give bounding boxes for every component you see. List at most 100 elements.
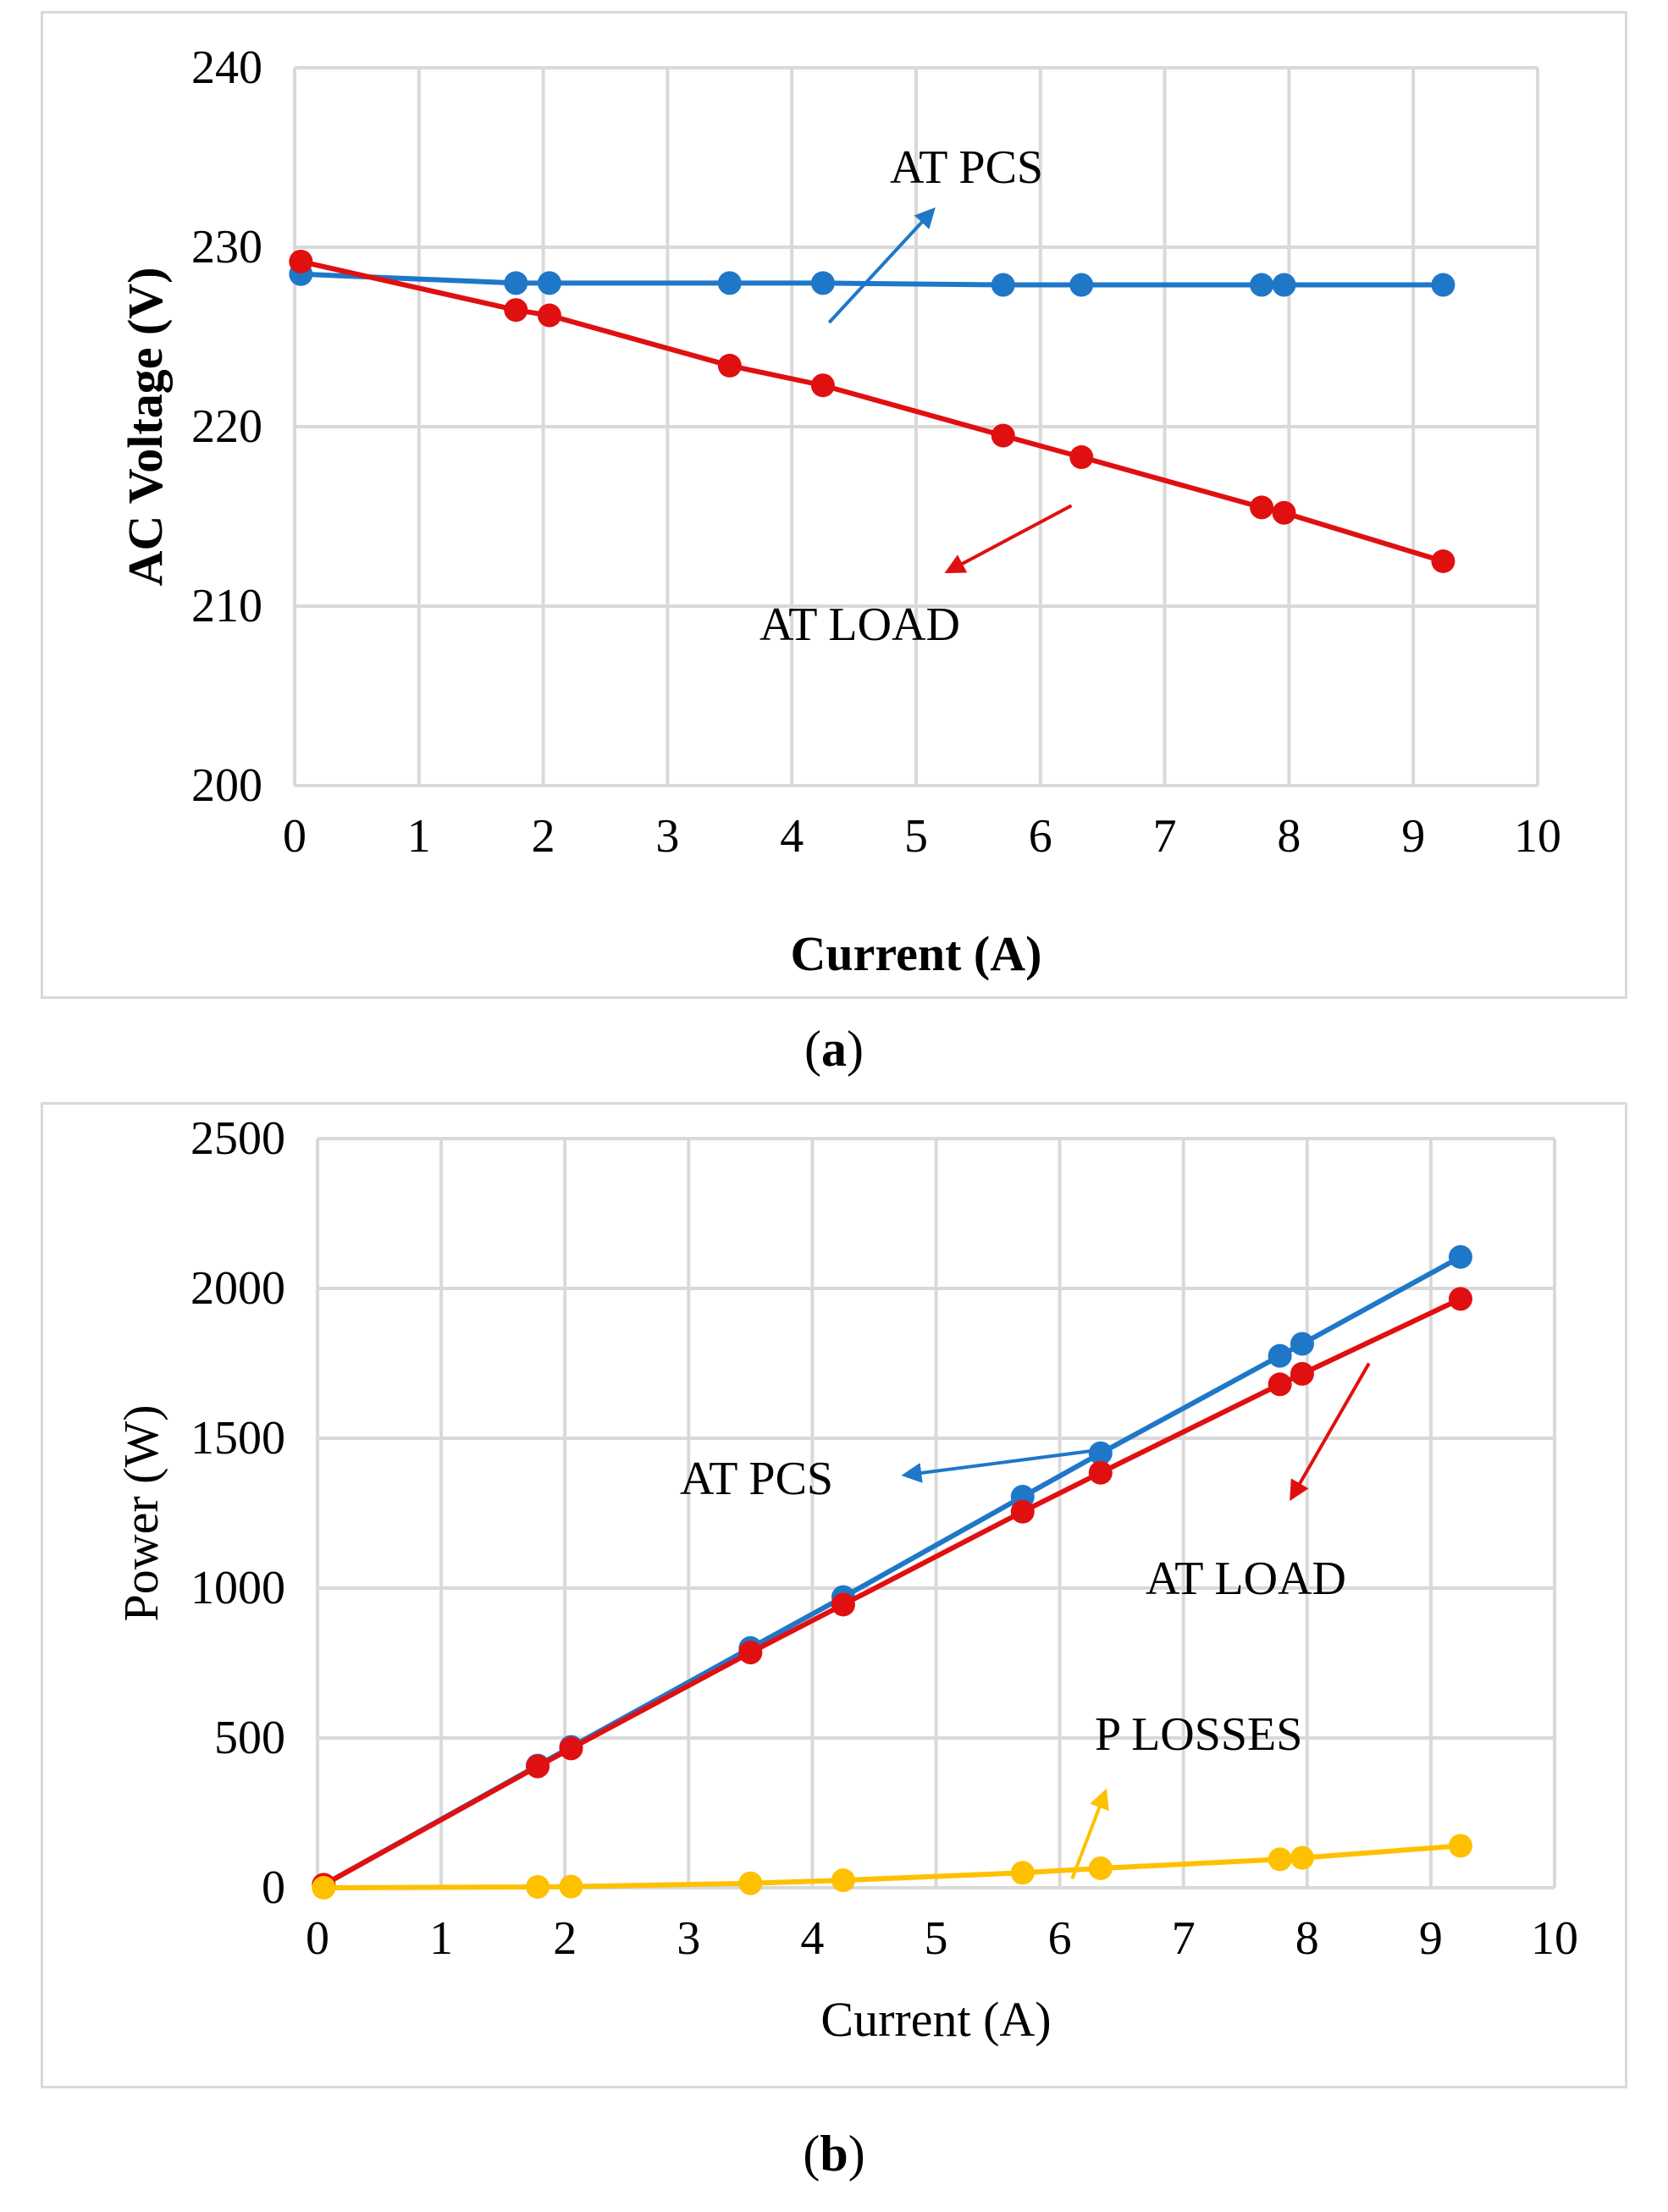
data-point-at-load <box>559 1736 583 1761</box>
data-point-at-pcs <box>1431 273 1455 297</box>
x-tick-label: 4 <box>780 810 804 863</box>
x-tick-label: 6 <box>1029 810 1052 863</box>
x-tick-label: 3 <box>677 1912 700 1965</box>
data-point-at-pcs <box>1290 1332 1314 1356</box>
x-tick-label: 1 <box>429 1912 453 1965</box>
data-point-at-load <box>1448 1287 1472 1311</box>
data-point-at-load <box>717 353 742 378</box>
x-tick-label: 2 <box>553 1912 577 1965</box>
x-tick-label: 10 <box>1531 1912 1578 1965</box>
data-point-at-pcs <box>1272 273 1296 297</box>
annotation-arrow-at-pcs <box>827 207 936 324</box>
x-tick-label: 6 <box>1048 1912 1072 1965</box>
x-tick-label: 7 <box>1153 810 1177 863</box>
annotation-arrow-at-pcs <box>901 1448 1097 1483</box>
x-tick-label: 8 <box>1277 810 1301 863</box>
x-tick-label: 7 <box>1172 1912 1196 1965</box>
y-tick-label: 240 <box>191 41 262 94</box>
y-axis-label: Power (W) <box>113 1404 168 1621</box>
data-point-at-load <box>1088 1460 1113 1485</box>
y-tick-label: 230 <box>191 221 262 273</box>
annotation-arrow-p-losses <box>1070 1788 1109 1880</box>
y-tick-label: 500 <box>214 1712 285 1764</box>
y-tick-label: 210 <box>191 580 262 632</box>
caption-b-letter: b <box>820 2126 848 2182</box>
data-point-at-load <box>1431 549 1455 573</box>
annotation-label-at-load: AT LOAD <box>759 599 960 651</box>
data-point-at-load <box>526 1754 550 1779</box>
data-point-p-losses <box>1448 1834 1472 1858</box>
data-point-at-pcs <box>991 273 1015 297</box>
data-point-at-load <box>810 373 835 398</box>
x-axis-label: Current (A) <box>791 926 1042 981</box>
data-point-at-load <box>1250 495 1274 520</box>
data-point-at-pcs <box>1088 1441 1113 1465</box>
annotation-label-at-pcs: AT PCS <box>890 141 1043 194</box>
data-point-at-load <box>1290 1361 1314 1386</box>
data-point-p-losses <box>1010 1861 1035 1885</box>
y-tick-label: 2500 <box>191 1112 285 1165</box>
data-point-p-losses <box>1088 1856 1113 1880</box>
data-point-at-pcs <box>1448 1244 1472 1269</box>
y-tick-label: 200 <box>191 759 262 812</box>
x-tick-label: 8 <box>1295 1912 1319 1965</box>
series-line-at-load <box>300 259 1444 564</box>
y-tick-label: 2000 <box>191 1262 285 1315</box>
data-point-at-load <box>991 423 1015 448</box>
x-tick-label: 5 <box>925 1912 948 1965</box>
x-tick-label: 5 <box>904 810 928 863</box>
data-point-at-load <box>1069 445 1094 470</box>
data-point-p-losses <box>738 1871 763 1895</box>
data-point-at-pcs <box>810 271 835 295</box>
x-tick-label: 3 <box>655 810 679 863</box>
x-tick-label: 1 <box>407 810 431 863</box>
chart-panel-b: 0 500 1000 1500 2000 2500 0 1 2 3 4 5 6 7 8 9 10 Current … <box>41 1102 1627 2088</box>
data-point-at-pcs <box>1069 273 1094 297</box>
data-point-at-load <box>289 249 313 273</box>
x-tick-label: 10 <box>1514 810 1561 863</box>
annotation-arrow-at-load <box>944 504 1073 574</box>
annotation-label-p-losses: P LOSSES <box>1095 1708 1302 1761</box>
data-point-at-load <box>738 1641 763 1665</box>
data-point-p-losses <box>1268 1847 1292 1872</box>
data-point-at-load <box>1268 1372 1292 1397</box>
data-point-at-load <box>1010 1499 1035 1524</box>
x-tick-label: 0 <box>306 1912 329 1965</box>
caption-a: (a) <box>804 1021 864 1077</box>
x-tick-label: 9 <box>1401 810 1425 863</box>
data-point-at-pcs <box>717 271 742 295</box>
data-point-at-load <box>537 303 561 328</box>
data-point-at-load <box>1272 500 1296 525</box>
annotation-label-at-pcs: AT PCS <box>680 1453 833 1505</box>
x-axis-label: Current (A) <box>820 1992 1051 2047</box>
x-tick-label: 2 <box>532 810 555 863</box>
data-point-at-pcs <box>1268 1343 1292 1368</box>
series-line-at-load <box>322 1296 1462 1888</box>
series-line-p-losses <box>323 1843 1461 1890</box>
chart-panel-a: 200 210 220 230 240 0 1 2 3 4 5 6 7 8 9 10 Current (A) AC… <box>41 11 1627 999</box>
y-tick-label: 220 <box>191 400 262 453</box>
data-point-at-pcs <box>504 271 528 295</box>
data-point-p-losses <box>559 1874 583 1899</box>
data-point-p-losses <box>831 1868 855 1893</box>
annotation-arrow-at-load <box>1290 1362 1371 1502</box>
data-point-at-load <box>504 298 528 323</box>
power-chart: 0 500 1000 1500 2000 2500 0 1 2 3 4 5 6 7 8 9 10 Current … <box>113 1112 1578 2047</box>
data-point-p-losses <box>312 1876 336 1900</box>
x-tick-label: 0 <box>283 810 307 863</box>
data-point-p-losses <box>526 1874 550 1899</box>
annotation-label-at-load: AT LOAD <box>1146 1553 1346 1605</box>
caption-b: (b) <box>803 2126 865 2182</box>
data-point-at-pcs <box>537 271 561 295</box>
x-tick-label: 9 <box>1419 1912 1443 1965</box>
y-tick-label: 1000 <box>191 1562 285 1614</box>
data-point-at-load <box>831 1592 855 1617</box>
data-point-p-losses <box>1290 1845 1314 1870</box>
y-axis-label: AC Voltage (V) <box>118 268 173 587</box>
data-point-at-pcs <box>1250 273 1274 297</box>
y-tick-label: 1500 <box>191 1412 285 1465</box>
x-tick-label: 4 <box>800 1912 824 1965</box>
voltage-chart: 200 210 220 230 240 0 1 2 3 4 5 6 7 8 9 10 Current (A) AC… <box>118 41 1561 981</box>
y-tick-label: 0 <box>262 1862 285 1914</box>
caption-a-letter: a <box>821 1021 847 1077</box>
